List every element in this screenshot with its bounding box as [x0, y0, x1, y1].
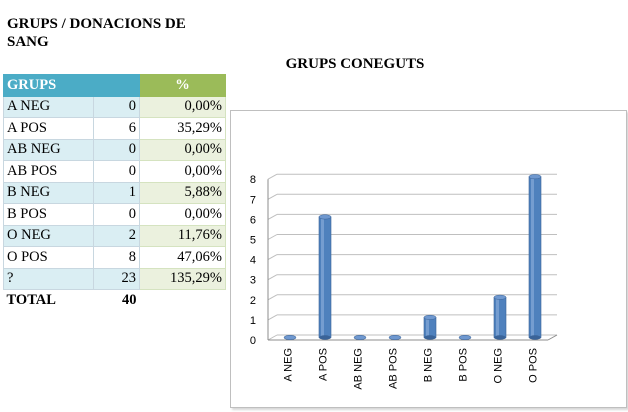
row-percent-cell: 35,29%	[139, 117, 226, 140]
gridline-side	[267, 234, 278, 240]
y-tick-label: 6	[250, 214, 256, 226]
row-percent-cell: 0,00%	[139, 203, 226, 226]
row-group-cell: O NEG	[3, 224, 94, 247]
table-row: ? 23 135,29%	[3, 267, 226, 290]
gridline-side	[267, 334, 278, 341]
bar-top	[528, 174, 542, 180]
y-tick-label: 8	[250, 174, 256, 186]
bar-top	[493, 294, 507, 300]
bar-top	[283, 335, 297, 340]
row-count-cell: 6	[93, 117, 140, 140]
table-row: A POS 6 35,29%	[3, 117, 226, 140]
bar-base	[494, 335, 506, 340]
y-tick-label: 2	[250, 295, 256, 307]
gridline-side	[267, 314, 278, 321]
x-tick-label: O NEG	[492, 348, 504, 383]
y-tick-label: 4	[250, 255, 256, 267]
bar-top	[353, 335, 367, 340]
gridline-side	[267, 294, 278, 301]
bar-highlight	[426, 317, 429, 338]
row-percent-cell: 0,00%	[139, 95, 226, 118]
table-row: AB POS 0 0,00%	[3, 160, 226, 183]
page-title: GRUPS / DONACIONS DE SANG	[7, 16, 186, 50]
row-group-cell: AB POS	[3, 160, 94, 183]
bar-highlight	[321, 216, 324, 338]
x-tick-label: AB NEG	[352, 348, 364, 390]
total-row: TOTAL 40	[3, 289, 226, 311]
x-tick-label: O POS	[527, 348, 539, 383]
bar-top	[388, 335, 402, 340]
x-tick-label: A POS	[317, 348, 329, 381]
y-tick-label: 5	[250, 235, 256, 247]
x-tick-label: B NEG	[422, 348, 434, 382]
table-row: AB NEG 0 0,00%	[3, 138, 226, 161]
table-row: O NEG 2 11,76%	[3, 224, 226, 247]
bar-top	[423, 314, 437, 320]
x-tick-label: A NEG	[282, 348, 294, 382]
row-count-cell: 1	[93, 181, 140, 204]
row-group-cell: O POS	[3, 246, 94, 269]
row-count-cell: 0	[93, 160, 140, 183]
x-tick-label: AB POS	[387, 348, 399, 389]
row-group-cell: AB NEG	[3, 138, 94, 161]
row-group-cell: B NEG	[3, 181, 94, 204]
bar-base	[424, 335, 436, 340]
row-count-cell: 2	[93, 224, 140, 247]
gridline-side	[267, 254, 278, 261]
chart-container: 0 1 2 3 4 5 6 7 8 A NEG A POS AB NEG AB POS B NEG B PO…	[230, 110, 627, 408]
bar-top	[318, 214, 332, 220]
row-percent-cell: 5,88%	[139, 181, 226, 204]
row-percent-cell: 0,00%	[139, 138, 226, 161]
header-groups: GRUPS	[3, 74, 140, 97]
table-row: O POS 8 47,06%	[3, 246, 226, 269]
bar-base	[319, 335, 331, 340]
x-tick-label: B POS	[457, 348, 469, 382]
row-group-cell: ?	[3, 267, 94, 290]
y-tick-label: 0	[250, 335, 256, 347]
table-body: A NEG 0 0,00% A POS 6 35,29% AB NEG 0 0,00% AB PO…	[3, 95, 226, 311]
gridline-side	[267, 193, 278, 200]
bar	[528, 176, 542, 338]
table-row: B NEG 1 5,88%	[3, 181, 226, 204]
row-count-cell: 23	[93, 267, 140, 290]
table-header-row: GRUPS %	[3, 74, 226, 97]
table-row: B POS 0 0,00%	[3, 203, 226, 226]
floor-edge	[547, 334, 558, 341]
total-label: TOTAL	[3, 289, 94, 311]
row-count-cell: 8	[93, 246, 140, 269]
y-tick-label: 7	[250, 194, 256, 206]
row-group-cell: A POS	[3, 117, 94, 140]
row-count-cell: 0	[93, 95, 140, 118]
gridline-side	[267, 274, 278, 281]
gridline-side	[267, 173, 278, 180]
row-percent-cell: 0,00%	[139, 160, 226, 183]
bar-top	[458, 335, 472, 340]
total-value: 40	[93, 289, 140, 311]
y-tick-label: 1	[250, 315, 256, 327]
bar	[318, 216, 332, 338]
gridline-side	[267, 213, 278, 220]
row-count-cell: 0	[93, 203, 140, 226]
row-percent-cell: 135,29%	[139, 267, 226, 290]
table-row: A NEG 0 0,00%	[3, 95, 226, 118]
chart-title: GRUPS CONEGUTS	[285, 56, 425, 72]
bar	[423, 317, 437, 338]
header-percent: %	[139, 74, 226, 97]
bar	[493, 297, 507, 338]
row-group-cell: B POS	[3, 203, 94, 226]
row-percent-cell: 47,06%	[139, 246, 226, 269]
y-tick-label: 3	[250, 275, 256, 287]
bar-highlight	[496, 297, 499, 338]
bar-base	[529, 335, 541, 340]
groups-table: GRUPS % A NEG 0 0,00% A POS 6 35,29% AB NEG 0 0,…	[3, 74, 226, 311]
row-group-cell: A NEG	[3, 95, 94, 118]
bar-chart: 0 1 2 3 4 5 6 7 8 A NEG A POS AB NEG AB POS B NEG B PO…	[250, 173, 558, 390]
row-percent-cell: 11,76%	[139, 224, 226, 247]
row-count-cell: 0	[93, 138, 140, 161]
bar-highlight	[531, 176, 534, 338]
